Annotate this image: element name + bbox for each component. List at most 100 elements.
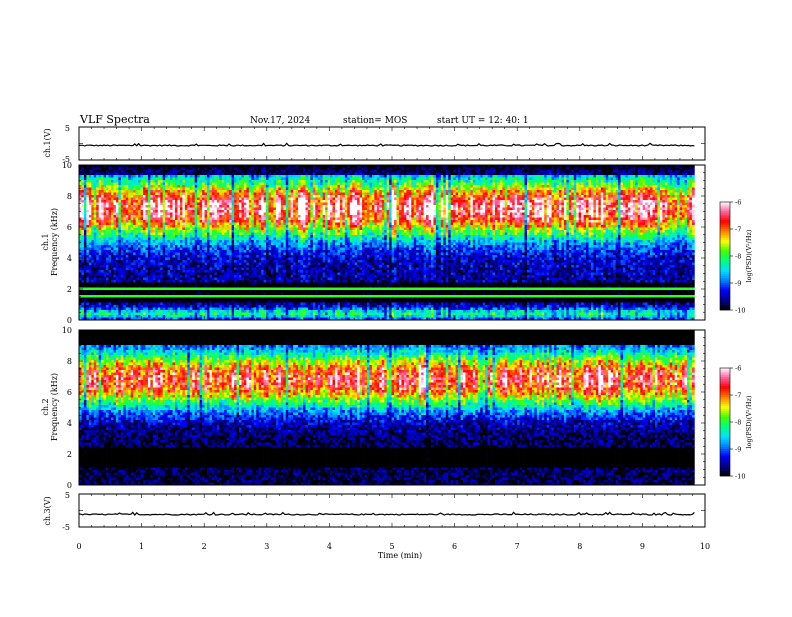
spectrogram-cell — [643, 168, 646, 171]
spectrogram-cell — [414, 208, 417, 211]
spectrogram-cell — [153, 203, 156, 206]
spectrogram-cell — [86, 213, 89, 216]
spectrogram-cell — [500, 200, 503, 203]
spectrogram-cell — [229, 205, 232, 208]
spectrogram-cell — [347, 193, 350, 196]
spectrogram-cell — [222, 188, 225, 191]
spectrogram-cell — [628, 190, 631, 193]
spectrogram-cell — [549, 168, 552, 171]
spectrogram-cell — [286, 205, 289, 208]
spectrogram-cell — [86, 170, 89, 173]
spectrogram-cell — [310, 170, 313, 173]
spectrogram-cell — [288, 190, 291, 193]
spectrogram-cell — [244, 198, 247, 201]
spectrogram-cell — [495, 185, 498, 188]
spectrogram-cell — [372, 168, 375, 171]
spectrogram-cell — [333, 210, 336, 213]
spectrogram-cell — [552, 200, 555, 203]
spectrogram-cell — [180, 170, 183, 173]
spectrogram-cell — [244, 175, 247, 178]
spectrogram-cell — [249, 213, 252, 216]
spectrogram-cell — [217, 198, 220, 201]
spectrogram-cell — [411, 198, 414, 201]
spectrogram-cell — [436, 183, 439, 186]
spectrogram-cell — [505, 168, 508, 171]
spectrogram-cell — [96, 178, 99, 181]
spectrogram-cell — [502, 213, 505, 216]
spectrogram-cell — [355, 200, 358, 203]
spectrogram-cell — [579, 170, 582, 173]
spectrogram-cell — [273, 195, 276, 198]
spectrogram-cell — [377, 213, 380, 216]
spectrogram-cell — [261, 208, 264, 211]
spectrogram-cell — [229, 195, 232, 198]
spectrogram-cell — [650, 185, 653, 188]
spectrogram-cell — [121, 190, 124, 193]
spectrogram-cell — [86, 208, 89, 211]
spectrogram-cell — [256, 193, 259, 196]
spectrogram-cell — [502, 168, 505, 171]
spectrogram-cell — [601, 193, 604, 196]
spectrogram-cell — [345, 180, 348, 183]
spectrogram-cell — [569, 213, 572, 216]
spectrogram-cell — [377, 168, 380, 171]
spectrogram-cell — [675, 185, 678, 188]
spectrogram-cell — [89, 203, 92, 206]
spectrogram-cell — [328, 190, 331, 193]
spectrogram-cell — [158, 198, 161, 201]
spectrogram-cell — [308, 210, 311, 213]
spectrogram-cell — [264, 175, 267, 178]
spectrogram-cell — [497, 188, 500, 191]
spectrogram-cell — [241, 205, 244, 208]
spectrogram-cell — [547, 170, 550, 173]
spectrogram-cell — [116, 195, 119, 198]
spectrogram-cell — [574, 180, 577, 183]
spectrogram-cell — [379, 208, 382, 211]
spectrogram-cell — [493, 178, 496, 181]
spectrogram-cell — [340, 213, 343, 216]
spectrogram-cell — [303, 210, 306, 213]
spectrogram-cell — [547, 175, 550, 178]
spectrogram-cell — [278, 210, 281, 213]
spectrogram-cell — [345, 210, 348, 213]
spectrogram-cell — [643, 200, 646, 203]
spectrogram-cell — [613, 203, 616, 206]
spectrogram-cell — [630, 195, 633, 198]
spectrogram-cell — [601, 203, 604, 206]
spectrogram-cell — [273, 198, 276, 201]
spectrogram-cell — [433, 175, 436, 178]
spectrogram-cell — [283, 208, 286, 211]
spectrogram-cell — [512, 185, 515, 188]
spectrogram-cell — [529, 185, 532, 188]
spectrogram-cell — [579, 198, 582, 201]
spectrogram-cell — [222, 190, 225, 193]
spectrogram-cell — [643, 190, 646, 193]
spectrogram-cell — [325, 180, 328, 183]
spectrogram-cell — [197, 180, 200, 183]
spectrogram-cell — [367, 170, 370, 173]
spectrogram-cell — [389, 188, 392, 191]
spectrogram-cell — [328, 205, 331, 208]
spectrogram-cell — [601, 188, 604, 191]
spectrogram-cell — [621, 200, 624, 203]
spectrogram-cell — [281, 168, 284, 171]
spectrogram-cell — [650, 188, 653, 191]
spectrogram-cell — [537, 200, 540, 203]
spectrogram-cell — [104, 190, 107, 193]
spectrogram-cell — [165, 198, 168, 201]
spectrogram-cell — [692, 188, 695, 191]
spectrogram-cell — [463, 188, 466, 191]
spectrogram-cell — [200, 175, 203, 178]
spectrogram-cell — [478, 168, 481, 171]
spectrogram-cell — [365, 170, 368, 173]
spectrogram-cell — [347, 208, 350, 211]
spectrogram-cell — [473, 203, 476, 206]
spectrogram-cell — [288, 185, 291, 188]
spectrogram-cell — [99, 198, 102, 201]
spectrogram-cell — [232, 183, 235, 186]
spectrogram-cell — [657, 203, 660, 206]
spectrogram-cell — [234, 178, 237, 181]
spectrogram-cell — [123, 208, 126, 211]
spectrogram-cell — [254, 183, 257, 186]
spectrogram-cell — [515, 188, 518, 191]
